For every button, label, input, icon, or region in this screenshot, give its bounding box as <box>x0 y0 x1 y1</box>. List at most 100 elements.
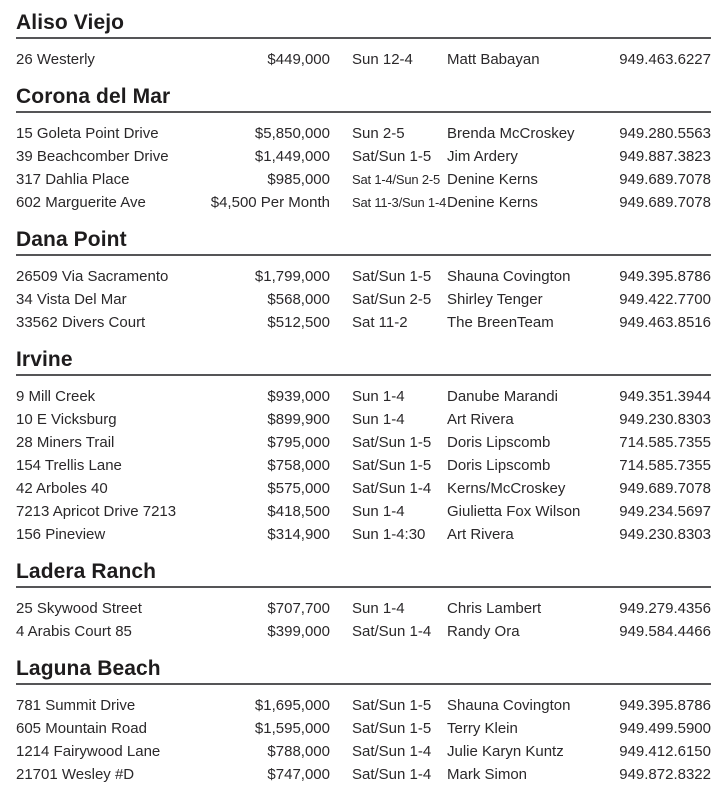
listing-address: 10 E Vicksburg <box>16 411 117 428</box>
listing-agent: Shauna Covington <box>447 268 571 285</box>
listing-open-hours: Sun 1-4 <box>352 411 405 428</box>
listing-phone: 949.351.3944 <box>619 388 711 405</box>
listing-row: 33562 Divers Court $512,500 Sat 11-2 The… <box>16 311 711 334</box>
listing-address: 39 Beachcomber Drive <box>16 148 169 165</box>
listing-row: 28 Miners Trail $795,000 Sat/Sun 1-5 Dor… <box>16 431 711 454</box>
listing-agent: Kerns/McCroskey <box>447 480 566 497</box>
listing-open-hours: Sat/Sun 1-5 <box>352 697 432 714</box>
listing-phone: 949.499.5900 <box>619 720 711 737</box>
listing-phone: 949.689.7078 <box>619 480 711 497</box>
listing-open-hours: Sat/Sun 1-4 <box>352 623 432 640</box>
listing-row: 25 Skywood Street $707,700 Sun 1-4 Chris… <box>16 597 711 620</box>
listing-address: 15 Goleta Point Drive <box>16 125 159 142</box>
listing-phone: 714.585.7355 <box>619 434 711 451</box>
section-divider-line <box>16 111 711 113</box>
listing-agent: Denine Kerns <box>447 194 538 211</box>
listing-price: $568,000 <box>267 291 330 308</box>
listing-agent: Matt Babayan <box>447 51 540 68</box>
listing-open-hours: Sat/Sun 2-5 <box>352 291 432 308</box>
listing-price: $449,000 <box>267 51 330 68</box>
listing-agent: Danube Marandi <box>447 388 558 405</box>
listing-row: 10 E Vicksburg $899,900 Sun 1-4 Art Rive… <box>16 408 711 431</box>
listing-open-hours: Sat 1-4/Sun 2-5 <box>352 172 441 187</box>
section-divider-line <box>16 683 711 685</box>
listing-phone: 949.872.8322 <box>619 766 711 783</box>
listing-address: 28 Miners Trail <box>16 434 115 451</box>
listing-phone: 949.234.5697 <box>619 503 711 520</box>
listing-row: 1214 Fairywood Lane $788,000 Sat/Sun 1-4… <box>16 740 711 763</box>
listing-agent: Randy Ora <box>447 623 520 640</box>
city-header: Dana Point <box>16 228 127 251</box>
listing-row: 34 Vista Del Mar $568,000 Sat/Sun 2-5 Sh… <box>16 288 711 311</box>
listing-rows: 9 Mill Creek $939,000 Sun 1-4 Danube Mar… <box>16 385 711 546</box>
listing-row: 42 Arboles 40 $575,000 Sat/Sun 1-4 Kerns… <box>16 477 711 500</box>
listing-phone: 949.230.8303 <box>619 411 711 428</box>
section-divider-line <box>16 254 711 256</box>
listing-agent: Denine Kerns <box>447 171 538 188</box>
listing-address: 781 Summit Drive <box>16 697 136 714</box>
listing-price: $314,900 <box>267 526 330 543</box>
listing-phone: 949.280.5563 <box>619 125 711 142</box>
listing-open-hours: Sun 1-4 <box>352 388 405 405</box>
listing-agent: Brenda McCroskey <box>447 125 575 142</box>
listing-row: 39 Beachcomber Drive $1,449,000 Sat/Sun … <box>16 145 711 168</box>
listing-address: 34 Vista Del Mar <box>16 291 127 308</box>
listing-price: $985,000 <box>267 171 330 188</box>
listing-agent: The BreenTeam <box>447 314 554 331</box>
sections-root: Aliso Viejo 26 Westerly $449,000 Sun 12-… <box>16 11 711 786</box>
listing-address: 25 Skywood Street <box>16 600 142 617</box>
listing-open-hours: Sat/Sun 1-5 <box>352 268 432 285</box>
listing-rows: 26509 Via Sacramento $1,799,000 Sat/Sun … <box>16 265 711 334</box>
listing-open-hours: Sat/Sun 1-4 <box>352 743 432 760</box>
listing-price: $575,000 <box>267 480 330 497</box>
listing-phone: 949.689.7078 <box>619 171 711 188</box>
listing-price: $939,000 <box>267 388 330 405</box>
listing-address: 26 Westerly <box>16 51 95 68</box>
listing-agent: Shauna Covington <box>447 697 571 714</box>
listing-price: $512,500 <box>267 314 330 331</box>
listing-address: 317 Dahlia Place <box>16 171 130 188</box>
listing-row: 4 Arabis Court 85 $399,000 Sat/Sun 1-4 R… <box>16 620 711 643</box>
listing-price: $1,799,000 <box>254 268 330 285</box>
city-header: Corona del Mar <box>16 85 171 108</box>
listing-agent: Doris Lipscomb <box>447 434 551 451</box>
listing-open-hours: Sat/Sun 1-5 <box>352 148 432 165</box>
listing-open-hours: Sat/Sun 1-5 <box>352 720 432 737</box>
listing-row: 156 Pineview $314,900 Sun 1-4:30 Art Riv… <box>16 523 711 546</box>
listing-agent: Chris Lambert <box>447 600 542 617</box>
listing-address: 26509 Via Sacramento <box>16 268 169 285</box>
listing-row: 154 Trellis Lane $758,000 Sat/Sun 1-5 Do… <box>16 454 711 477</box>
listing-agent: Art Rivera <box>447 526 514 543</box>
listing-price: $418,500 <box>267 503 330 520</box>
listing-open-hours: Sat/Sun 1-5 <box>352 457 432 474</box>
listing-phone: 949.230.8303 <box>619 526 711 543</box>
listing-open-hours: Sun 12-4 <box>352 51 413 68</box>
listing-phone: 949.279.4356 <box>619 600 711 617</box>
listing-phone: 949.689.7078 <box>619 194 711 211</box>
city-header: Ladera Ranch <box>16 560 157 583</box>
listing-phone: 949.422.7700 <box>619 291 711 308</box>
section-divider-line <box>16 374 711 376</box>
listing-agent: Terry Klein <box>447 720 518 737</box>
listing-open-hours: Sun 2-5 <box>352 125 405 142</box>
listing-phone: 949.463.8516 <box>619 314 711 331</box>
listing-address: 9 Mill Creek <box>16 388 96 405</box>
listing-phone: 949.412.6150 <box>619 743 711 760</box>
listing-phone: 949.395.8786 <box>619 697 711 714</box>
listing-row: 26509 Via Sacramento $1,799,000 Sat/Sun … <box>16 265 711 288</box>
listing-agent: Giulietta Fox Wilson <box>447 503 581 520</box>
listing-open-hours: Sun 1-4 <box>352 503 405 520</box>
city-header: Aliso Viejo <box>16 11 125 34</box>
listing-open-hours: Sun 1-4:30 <box>352 526 426 543</box>
listing-agent: Jim Ardery <box>447 148 518 165</box>
city-section: Ladera Ranch 25 Skywood Street $707,700 … <box>16 560 711 643</box>
listing-open-hours: Sat 11-2 <box>352 314 408 331</box>
listing-price: $707,700 <box>267 600 330 617</box>
listing-address: 154 Trellis Lane <box>16 457 122 474</box>
listing-price: $1,695,000 <box>254 697 330 714</box>
listing-price: $788,000 <box>267 743 330 760</box>
listing-phone: 949.463.6227 <box>619 51 711 68</box>
listing-address: 7213 Apricot Drive 7213 <box>16 503 177 520</box>
city-header: Laguna Beach <box>16 657 161 680</box>
listing-row: 781 Summit Drive $1,695,000 Sat/Sun 1-5 … <box>16 694 711 717</box>
